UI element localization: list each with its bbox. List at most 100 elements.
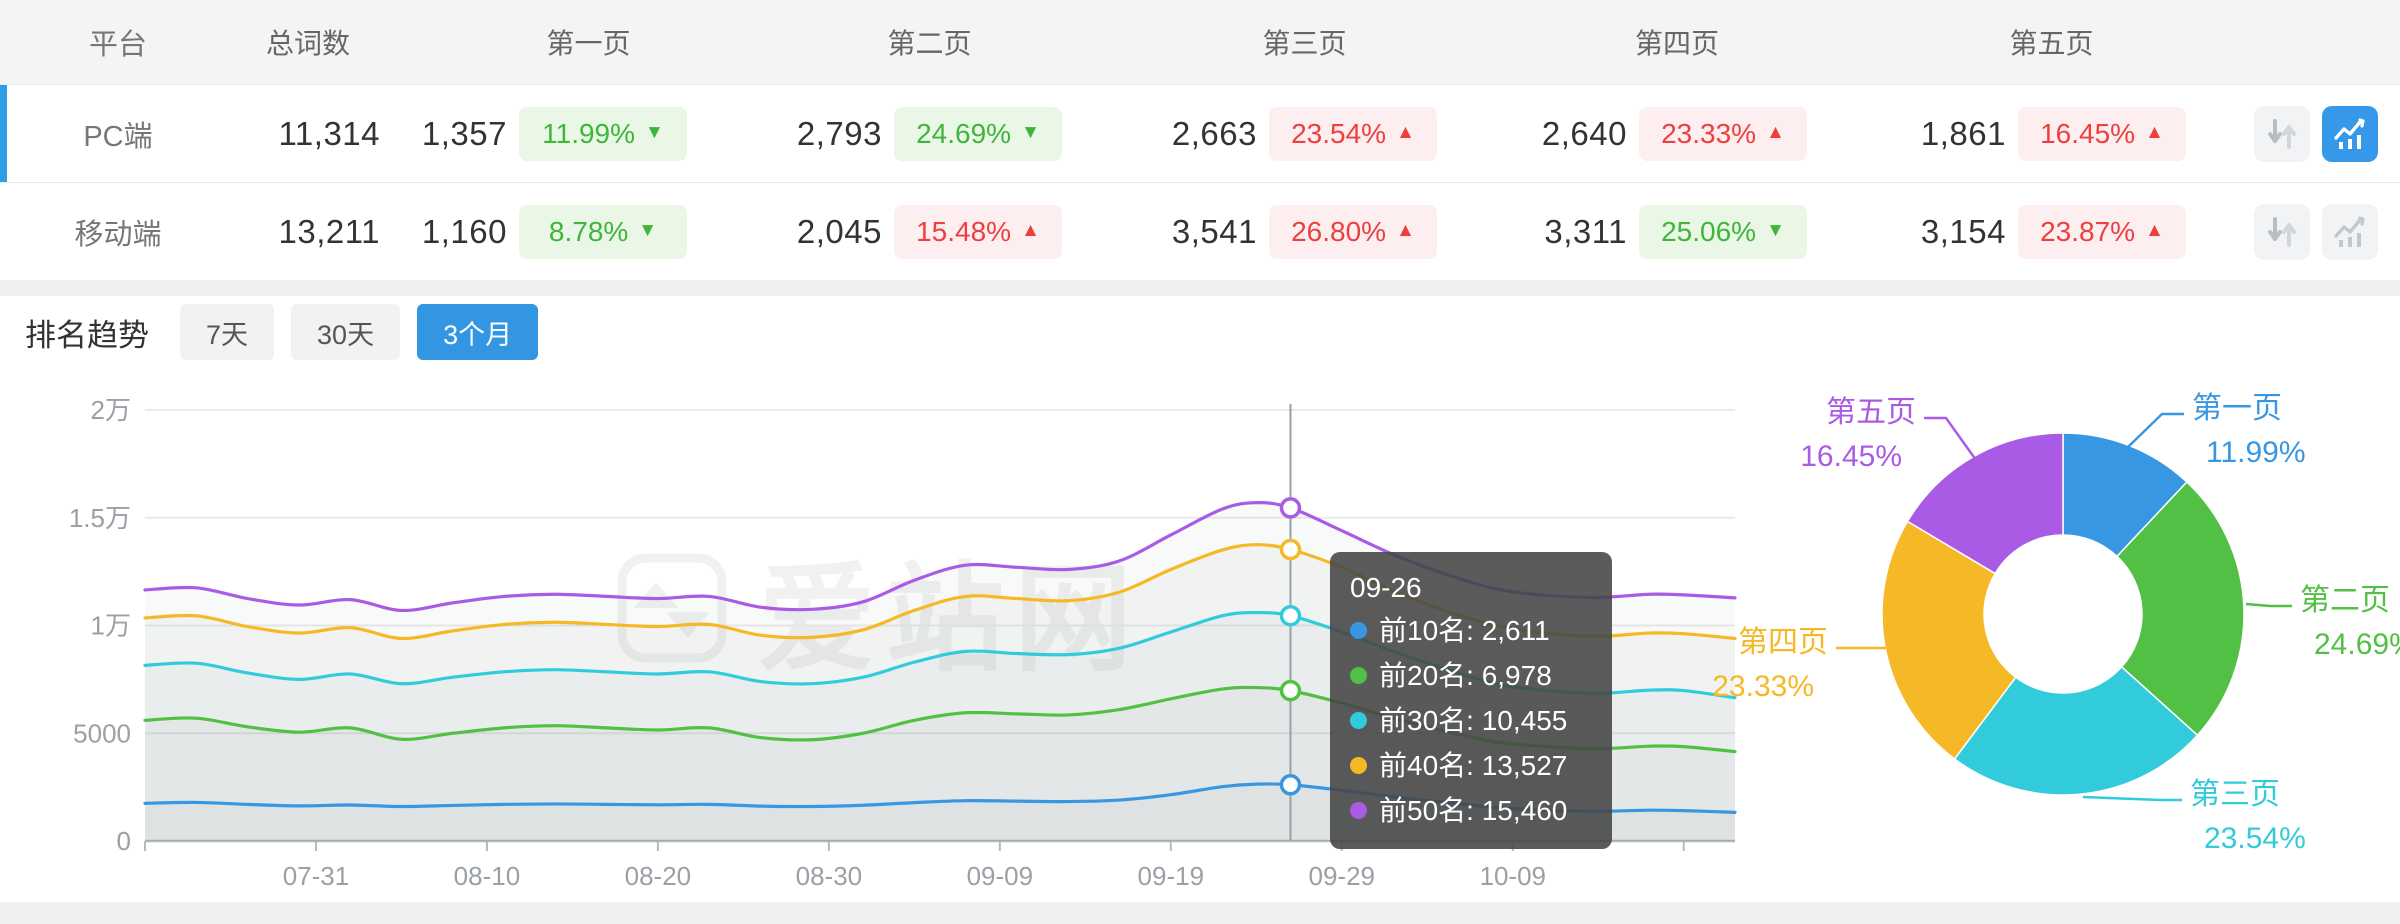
x-axis-label: 08-30 <box>796 861 863 891</box>
change-percent: 26.80% <box>1291 215 1387 247</box>
page5-count: 1,861 <box>1920 114 2006 152</box>
donut-label-name: 第四页 <box>1738 626 1828 659</box>
y-axis-label: 1.5万 <box>69 503 131 533</box>
x-axis-label: 09-19 <box>1138 861 1205 891</box>
change-percent: 25.06% <box>1661 215 1757 247</box>
x-axis-label: 07-31 <box>283 861 350 891</box>
header-platform: 平台 <box>88 29 147 61</box>
donut-label-line <box>2126 412 2184 449</box>
arrow-up-icon: ▲ <box>1396 121 1415 143</box>
sort-arrows-icon <box>2268 216 2296 247</box>
header-page5: 第五页 <box>2009 28 2094 59</box>
page2-count: 2,793 <box>796 114 882 152</box>
range-button-3m[interactable]: 3个月 <box>417 304 539 360</box>
header-total-words: 总词数 <box>265 28 350 59</box>
arrow-down-icon: ▼ <box>638 219 658 241</box>
highlight-marker <box>1279 773 1302 796</box>
table-header-row: 平台 总词数 第一页 第二页 第三页 第四页 第五页 <box>0 0 2400 84</box>
donut-label-name: 第二页 <box>2300 584 2390 617</box>
x-axis-label: 08-20 <box>625 861 692 891</box>
change-percent: 11.99% <box>542 117 636 149</box>
range-button-30d[interactable]: 30天 <box>291 304 401 360</box>
arrow-down-icon: ▼ <box>1021 121 1040 143</box>
donut-label-percent: 23.54% <box>2204 822 2306 855</box>
arrow-down-icon: ▼ <box>1766 219 1785 241</box>
x-axis-label: 09-29 <box>1309 861 1376 891</box>
table-row-pc[interactable]: PC端 11,314 1,357 11.99% ▼ 2,793 24.69% ▼ 2… <box>0 84 2400 182</box>
page1-count: 1,160 <box>421 212 507 250</box>
change-percent: 16.45% <box>2040 117 2136 149</box>
header-page3: 第三页 <box>1262 28 1347 59</box>
table-row-mobile[interactable]: 移动端 13,211 1,160 8.78% ▼ 2,045 15.48% ▲ 3,… <box>0 182 2400 280</box>
donut-label-name: 第五页 <box>1826 396 1916 429</box>
donut-label-line <box>2082 795 2182 802</box>
change-percent: 23.33% <box>1661 117 1757 149</box>
donut-slice-2[interactable] <box>1953 665 2199 796</box>
highlight-marker <box>1279 604 1302 627</box>
donut-label-line <box>2245 602 2292 608</box>
page5-change-badge: 23.87% ▲ <box>2018 204 2186 259</box>
line-chart-icon <box>2334 215 2365 247</box>
donut-slice-3[interactable] <box>1881 520 2017 760</box>
donut-slice-4[interactable] <box>1906 432 2064 575</box>
change-percent: 24.69% <box>916 117 1012 149</box>
page2-change-badge: 24.69% ▼ <box>894 106 1062 161</box>
change-percent: 23.87% <box>2040 215 2136 247</box>
arrow-up-icon: ▲ <box>1766 121 1785 143</box>
page3-count: 3,541 <box>1171 212 1257 250</box>
arrow-up-icon: ▲ <box>2145 219 2164 241</box>
platform-label: 移动端 <box>74 218 162 251</box>
page2-change-badge: 15.48% ▲ <box>894 204 1062 259</box>
page4-change-badge: 25.06% ▼ <box>1639 204 1807 259</box>
change-percent: 23.54% <box>1291 117 1387 149</box>
y-axis-label: 2万 <box>91 395 131 425</box>
range-button-7d[interactable]: 7天 <box>180 304 275 360</box>
header-page1: 第一页 <box>546 28 631 59</box>
donut-label-percent: 24.69% <box>2314 628 2400 661</box>
donut-label-percent: 16.45% <box>1800 440 1902 473</box>
page1-count: 1,357 <box>421 114 507 152</box>
arrow-up-icon: ▲ <box>1396 219 1415 241</box>
y-axis-label: 1万 <box>91 611 131 641</box>
page5-change-badge: 16.45% ▲ <box>2018 106 2186 161</box>
y-axis-label: 5000 <box>73 718 131 748</box>
change-percent: 8.78% <box>548 215 629 247</box>
line-chart-icon <box>2334 117 2365 149</box>
arrow-up-icon: ▲ <box>2145 121 2164 143</box>
donut-label-name: 第三页 <box>2190 778 2280 811</box>
arrow-down-icon: ▼ <box>645 121 664 143</box>
donut-label-percent: 23.33% <box>1712 670 1814 703</box>
header-page4: 第四页 <box>1634 28 1719 59</box>
page1-change-badge: 8.78% ▼ <box>519 204 687 259</box>
trend-chart-button-active[interactable] <box>2322 105 2378 162</box>
page3-change-badge: 26.80% ▲ <box>1269 204 1437 259</box>
header-page2: 第二页 <box>887 28 972 59</box>
page3-change-badge: 23.54% ▲ <box>1269 106 1437 161</box>
rank-trend-panel: 排名趋势 7天 30天 3个月 爱站网 050001万1.5万2万07-3108… <box>0 296 2400 902</box>
change-percent: 15.48% <box>916 215 1012 247</box>
total-words-value: 11,314 <box>278 114 380 152</box>
x-axis-label: 10-09 <box>1479 861 1546 891</box>
sort-button[interactable] <box>2254 203 2310 260</box>
platform-label: PC端 <box>83 120 153 153</box>
sort-button[interactable] <box>2254 105 2310 162</box>
y-axis-label: 0 <box>117 826 131 856</box>
donut-label-percent: 11.99% <box>2206 436 2306 469</box>
x-axis-label: 08-10 <box>454 861 521 891</box>
page1-change-badge: 11.99% ▼ <box>519 106 687 161</box>
total-words-value: 13,211 <box>278 212 380 250</box>
trend-area-4 <box>145 502 1735 841</box>
arrow-up-icon: ▲ <box>1021 219 1040 241</box>
highlight-marker <box>1279 679 1302 702</box>
page4-count: 3,311 <box>1544 212 1627 250</box>
donut-slice-1[interactable] <box>2115 480 2245 737</box>
page5-count: 3,154 <box>1920 212 2006 250</box>
highlight-marker <box>1279 497 1302 519</box>
page4-count: 2,640 <box>1541 114 1627 152</box>
sort-arrows-icon <box>2268 118 2296 149</box>
trend-chart-button[interactable] <box>2322 203 2378 260</box>
trend-section-title: 排名趋势 <box>25 317 149 353</box>
donut-label-name: 第一页 <box>2192 392 2282 425</box>
x-axis-label: 09-09 <box>967 861 1034 891</box>
